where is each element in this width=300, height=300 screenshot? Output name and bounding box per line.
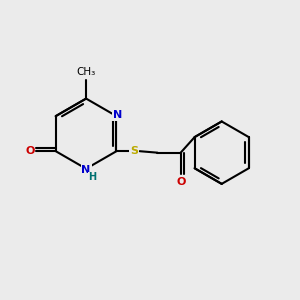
Text: CH₃: CH₃ <box>76 67 96 77</box>
Text: N: N <box>113 110 122 120</box>
Text: N: N <box>82 165 91 175</box>
Text: S: S <box>130 146 138 156</box>
Text: O: O <box>177 177 186 188</box>
Text: H: H <box>88 172 97 182</box>
Text: O: O <box>25 146 34 156</box>
